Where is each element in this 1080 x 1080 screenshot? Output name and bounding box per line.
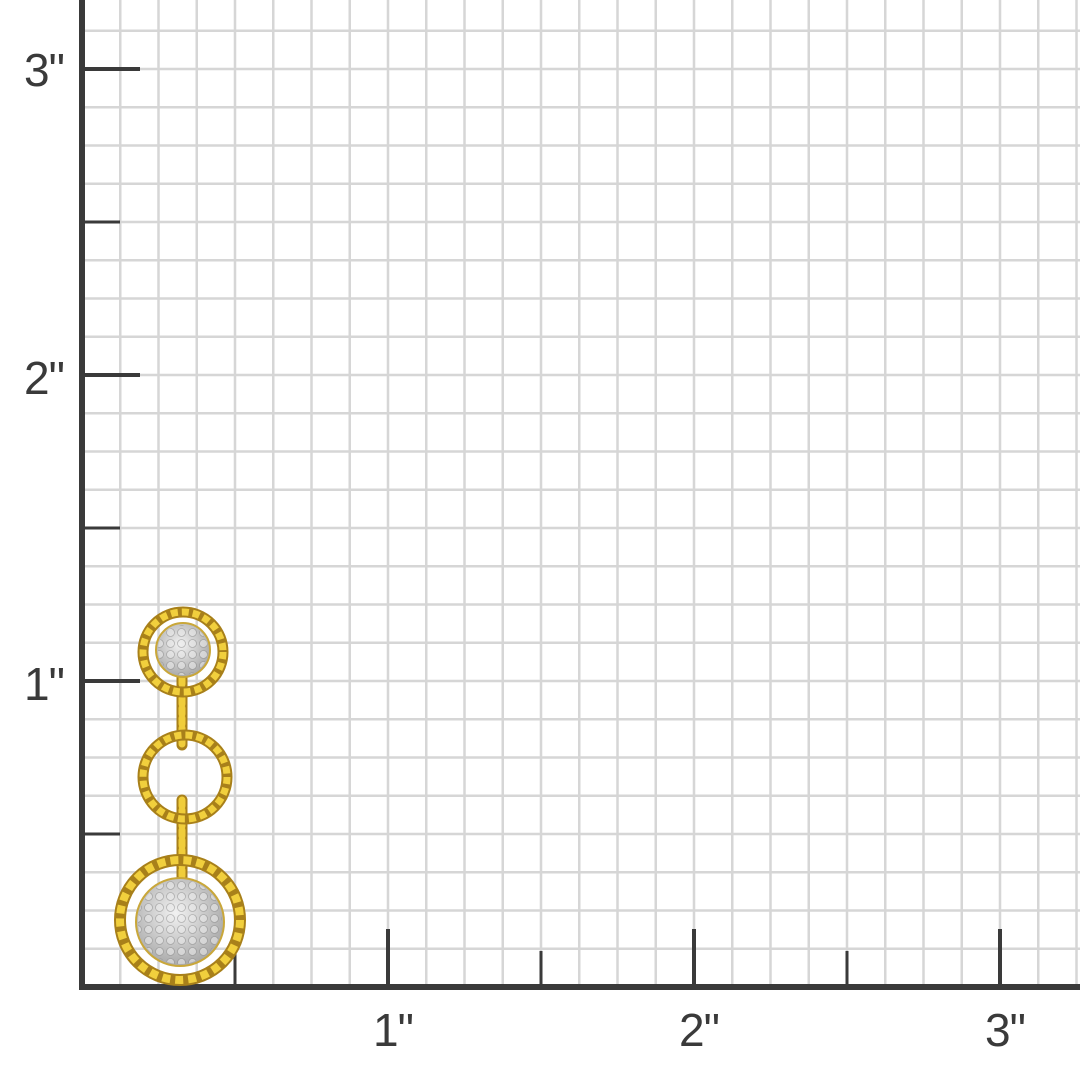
x-label-3in: 3": [985, 1004, 1026, 1056]
x-label-2in: 2": [679, 1004, 720, 1056]
y-label-3in: 3": [24, 44, 65, 96]
earring-middle-ring: [137, 729, 233, 825]
earring-top-link: [137, 606, 229, 698]
x-label-1in: 1": [373, 1004, 414, 1056]
earring-bottom-link: [114, 854, 246, 986]
y-label-2in: 2": [24, 352, 65, 404]
y-label-1in: 1": [24, 658, 65, 710]
